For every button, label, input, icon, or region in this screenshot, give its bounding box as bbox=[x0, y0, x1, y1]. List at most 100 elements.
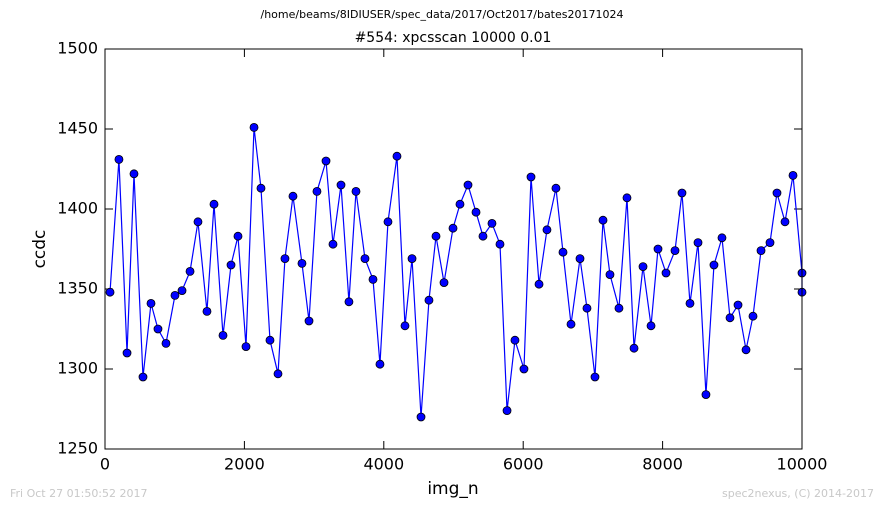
data-point bbox=[288, 191, 298, 201]
data-point bbox=[542, 225, 552, 235]
data-point bbox=[209, 199, 219, 209]
data-point bbox=[566, 319, 576, 329]
data-point bbox=[193, 217, 203, 227]
data-point bbox=[218, 330, 228, 340]
data-point bbox=[233, 231, 243, 241]
x-tick-label: 10000 bbox=[777, 455, 828, 474]
data-point bbox=[670, 246, 680, 256]
data-point bbox=[685, 298, 695, 308]
data-point bbox=[733, 300, 743, 310]
data-point bbox=[605, 270, 615, 280]
data-point bbox=[273, 369, 283, 379]
data-point bbox=[312, 186, 322, 196]
data-point bbox=[526, 172, 536, 182]
data-point bbox=[765, 238, 775, 248]
data-point bbox=[455, 199, 465, 209]
data-point bbox=[471, 207, 481, 217]
data-point bbox=[170, 290, 180, 300]
data-point bbox=[590, 372, 600, 382]
x-tick-label: 2000 bbox=[224, 455, 265, 474]
data-point bbox=[646, 321, 656, 331]
data-point bbox=[701, 390, 711, 400]
data-point bbox=[400, 321, 410, 331]
data-point bbox=[146, 298, 156, 308]
y-tick-label: 1300 bbox=[57, 359, 98, 378]
data-point bbox=[416, 412, 426, 422]
data-point bbox=[788, 170, 798, 180]
y-tick-label: 1400 bbox=[57, 199, 98, 218]
data-point bbox=[114, 154, 124, 164]
y-tick-label: 1250 bbox=[57, 439, 98, 458]
data-point bbox=[582, 303, 592, 313]
suptitle: /home/beams/8IDIUSER/spec_data/2017/Oct2… bbox=[261, 8, 624, 21]
data-point bbox=[321, 156, 331, 166]
data-point bbox=[725, 313, 735, 323]
data-point bbox=[495, 239, 505, 249]
data-point bbox=[558, 247, 568, 257]
data-point bbox=[748, 311, 758, 321]
data-point bbox=[383, 217, 393, 227]
data-point bbox=[265, 335, 275, 345]
data-point bbox=[129, 169, 139, 179]
data-point bbox=[202, 306, 212, 316]
data-point bbox=[717, 233, 727, 243]
chart-title: #554: xpcsscan 10000 0.01 bbox=[355, 30, 552, 46]
y-tick-label: 1450 bbox=[57, 119, 98, 138]
data-point bbox=[105, 287, 115, 297]
data-point bbox=[185, 266, 195, 276]
data-point bbox=[677, 188, 687, 198]
data-point bbox=[161, 338, 171, 348]
x-tick-label: 4000 bbox=[363, 455, 404, 474]
data-point bbox=[519, 364, 529, 374]
data-point bbox=[241, 342, 251, 352]
data-point bbox=[256, 183, 266, 193]
data-point bbox=[598, 215, 608, 225]
data-point bbox=[622, 193, 632, 203]
data-point bbox=[772, 188, 782, 198]
data-point bbox=[575, 254, 585, 264]
data-point bbox=[226, 260, 236, 270]
data-point bbox=[534, 279, 544, 289]
data-point bbox=[551, 183, 561, 193]
data-point bbox=[336, 180, 346, 190]
data-point bbox=[629, 343, 639, 353]
data-point bbox=[368, 274, 378, 284]
data-point bbox=[709, 260, 719, 270]
data-point bbox=[375, 359, 385, 369]
data-point bbox=[344, 297, 354, 307]
y-axis-label: ccdc bbox=[30, 230, 50, 269]
data-point bbox=[661, 268, 671, 278]
plot-frame bbox=[104, 48, 803, 450]
x-tick-label: 6000 bbox=[503, 455, 544, 474]
data-point bbox=[502, 406, 512, 416]
data-point bbox=[693, 238, 703, 248]
x-axis-label: img_n bbox=[427, 479, 478, 499]
data-point bbox=[487, 218, 497, 228]
data-point bbox=[478, 231, 488, 241]
data-point bbox=[407, 254, 417, 264]
data-point bbox=[360, 254, 370, 264]
y-tick-label: 1350 bbox=[57, 279, 98, 298]
data-point bbox=[463, 180, 473, 190]
data-point bbox=[439, 278, 449, 288]
data-point bbox=[510, 335, 520, 345]
y-tick-label: 1500 bbox=[57, 39, 98, 58]
data-point bbox=[138, 372, 148, 382]
data-point bbox=[177, 286, 187, 296]
footer-left: Fri Oct 27 01:50:52 2017 bbox=[10, 487, 148, 500]
data-point bbox=[614, 303, 624, 313]
data-point bbox=[280, 254, 290, 264]
data-point bbox=[351, 186, 361, 196]
data-point bbox=[249, 123, 259, 132]
data-point bbox=[780, 217, 790, 227]
data-point bbox=[392, 151, 402, 161]
data-point bbox=[122, 348, 132, 358]
data-point bbox=[328, 239, 338, 249]
data-point bbox=[756, 246, 766, 256]
data-point bbox=[638, 262, 648, 272]
footer-right: spec2nexus, (C) 2014-2017 bbox=[722, 487, 874, 500]
data-point bbox=[653, 244, 663, 254]
x-tick-label: 8000 bbox=[642, 455, 683, 474]
data-point bbox=[297, 258, 307, 268]
